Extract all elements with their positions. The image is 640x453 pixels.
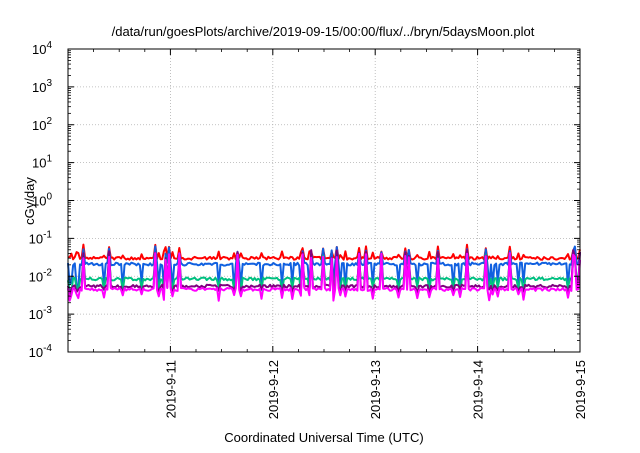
y-tick-label: 10-2 xyxy=(29,267,53,284)
chart-title: /data/run/goesPlots/archive/2019-09-15/0… xyxy=(112,24,535,39)
x-tick-label: 2019-9-12 xyxy=(266,360,281,419)
y-tick-base: 10 xyxy=(29,231,43,246)
x-tick-label: 2019-9-14 xyxy=(471,360,486,419)
y-tick-label: 102 xyxy=(32,116,52,133)
y-tick-exponent: 3 xyxy=(46,78,52,89)
y-tick-base: 10 xyxy=(29,345,43,360)
y-tick-base: 10 xyxy=(32,118,46,133)
x-tick-label: 2019-9-11 xyxy=(163,360,178,418)
y-tick-base: 10 xyxy=(32,156,46,171)
y-tick-label: 103 xyxy=(32,78,52,95)
y-tick-label: 10-1 xyxy=(29,229,53,246)
grid xyxy=(68,49,580,352)
y-tick-label: 101 xyxy=(32,154,52,171)
y-tick-exponent: 2 xyxy=(46,116,52,127)
y-tick-exponent: 0 xyxy=(46,192,52,203)
y-tick-label: 100 xyxy=(32,192,52,209)
y-tick-exponent: -2 xyxy=(43,267,52,278)
y-tick-exponent: -4 xyxy=(43,343,52,354)
y-tick-base: 10 xyxy=(32,194,46,209)
y-tick-base: 10 xyxy=(29,307,43,322)
y-tick-exponent: 1 xyxy=(46,154,52,165)
y-tick-exponent: -3 xyxy=(43,305,52,316)
x-tick-label: 2019-9-13 xyxy=(368,360,383,419)
series-line xyxy=(67,252,581,302)
y-tick-label: 10-4 xyxy=(29,343,53,360)
y-tick-exponent: -1 xyxy=(43,229,52,240)
y-tick-label: 104 xyxy=(32,40,52,57)
x-axis-ticks: 2019-9-11 2019-9-12 2019-9-13 2019-9-14 2019… xyxy=(93,49,588,419)
x-tick-label: 2019-9-15 xyxy=(573,360,588,419)
series-layer xyxy=(67,243,581,302)
y-tick-label: 10-3 xyxy=(29,305,53,322)
y-tick-base: 10 xyxy=(29,269,43,284)
x-axis-label: Coordinated Universal Time (UTC) xyxy=(224,430,423,445)
y-tick-base: 10 xyxy=(32,42,46,57)
y-tick-base: 10 xyxy=(32,80,46,95)
y-axis-label: cGy/day xyxy=(22,177,37,225)
y-tick-exponent: 4 xyxy=(46,40,52,51)
